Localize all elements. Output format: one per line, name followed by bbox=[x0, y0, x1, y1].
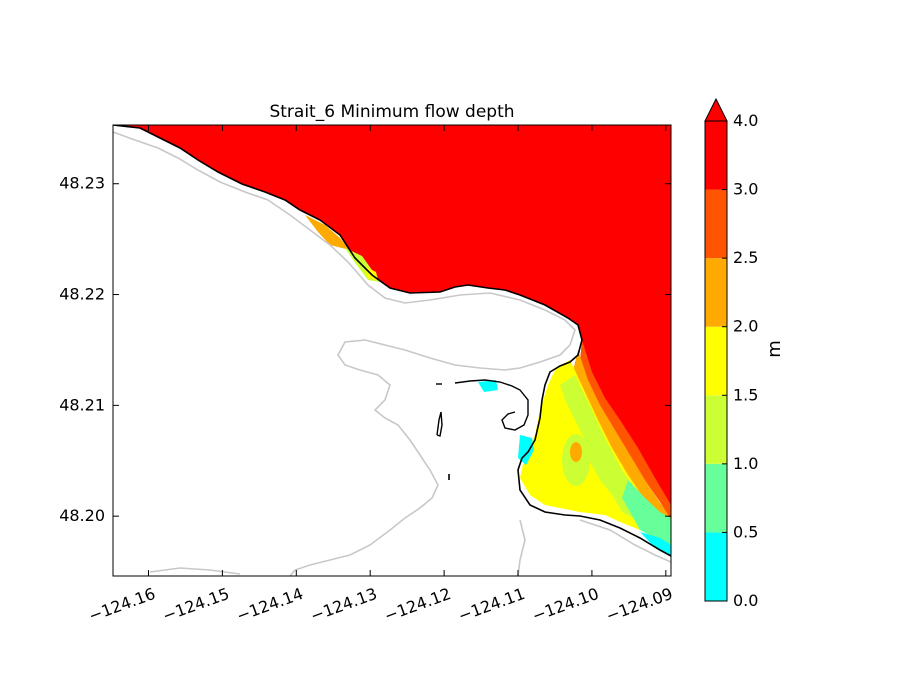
colorbar-frame bbox=[704, 120, 728, 602]
x-tick-label: −124.09 bbox=[603, 584, 675, 626]
depth-region-2-2.5 bbox=[305, 215, 350, 250]
colorbar-tick-label: 0.0 bbox=[733, 591, 758, 610]
x-tick-label: −124.10 bbox=[530, 584, 602, 626]
chart-title: Strait_6 Minimum flow depth bbox=[269, 102, 514, 122]
colorbar-band bbox=[705, 532, 727, 601]
gray-contour-lagoon bbox=[289, 339, 506, 576]
depth-region-2-2.5-east bbox=[572, 350, 671, 520]
depth-region-0-0.5-spit bbox=[478, 380, 498, 392]
colorbar: 0.0 0.5 1.0 1.5 2.0 2.5 3.0 4.0 bbox=[704, 97, 758, 610]
x-tick-label: −124.15 bbox=[160, 584, 232, 626]
gray-contour-bottom-edge bbox=[149, 567, 241, 575]
plot-area bbox=[113, 125, 671, 576]
x-tick-label: −124.13 bbox=[308, 584, 380, 626]
coastline-north bbox=[113, 125, 671, 557]
y-axis: 48.20 48.21 48.22 48.23 bbox=[59, 174, 671, 525]
coastline-spit bbox=[454, 379, 529, 431]
colorbar-band bbox=[705, 258, 727, 327]
x-tick-label: −124.14 bbox=[234, 584, 306, 626]
colorbar-band bbox=[705, 326, 727, 396]
gray-contour-southeast bbox=[579, 519, 671, 563]
colorbar-tick-label: 2.5 bbox=[733, 248, 758, 267]
colorbar-tick-label: 2.0 bbox=[733, 317, 758, 336]
depth-region-2.5-3-east bbox=[580, 340, 671, 520]
colorbar-tick-label: 3.0 bbox=[733, 180, 758, 199]
colorbar-label: m bbox=[764, 340, 785, 358]
depth-region-3-4 bbox=[113, 125, 671, 520]
colorbar-band bbox=[705, 395, 727, 464]
depth-region-2-2.5-spot-core bbox=[570, 442, 582, 462]
gray-contour-south bbox=[517, 519, 526, 576]
y-tick-label: 48.20 bbox=[59, 506, 105, 525]
coastline-islet bbox=[436, 411, 443, 437]
colorbar-tick-label: 0.5 bbox=[733, 522, 758, 541]
colorbar-band bbox=[705, 463, 727, 533]
colorbar-extend-arrow bbox=[704, 97, 728, 122]
x-tick-label: −124.16 bbox=[86, 584, 158, 626]
colorbar-band bbox=[705, 121, 727, 190]
gray-contour-coast-north bbox=[113, 131, 576, 371]
depth-region-0-0.5-east bbox=[640, 532, 671, 556]
axes-frame bbox=[112, 124, 672, 577]
x-tick-label: −124.11 bbox=[456, 584, 528, 626]
depth-region-0.5-1-east bbox=[622, 480, 671, 545]
y-tick-label: 48.21 bbox=[59, 395, 105, 414]
colorbar-band bbox=[705, 189, 727, 259]
y-tick-label: 48.22 bbox=[59, 285, 105, 304]
y-tick-label: 48.23 bbox=[59, 174, 105, 193]
x-tick-label: −124.12 bbox=[382, 584, 454, 626]
colorbar-tick-label: 4.0 bbox=[733, 111, 758, 130]
colorbar-tick-label: 1.5 bbox=[733, 385, 758, 404]
colorbar-tick-label: 1.0 bbox=[733, 454, 758, 473]
